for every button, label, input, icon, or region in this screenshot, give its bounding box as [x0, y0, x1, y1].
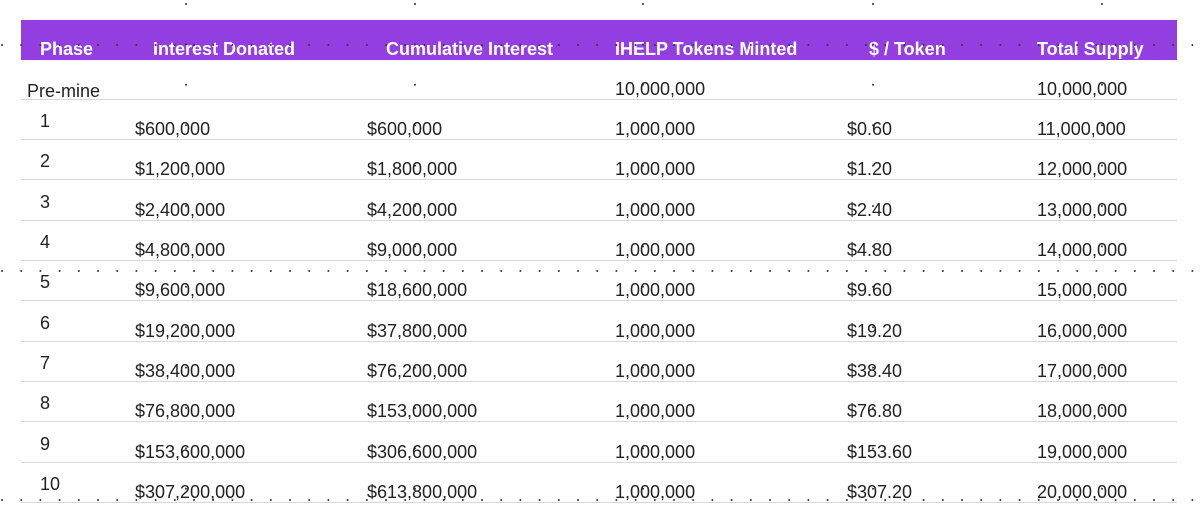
cell-interest-donated: $19,200,000 — [135, 321, 236, 341]
cell-ihelp-tokens-minted: 1,000,000 — [615, 442, 696, 462]
cell-interest-donated: $1,200,000 — [135, 159, 226, 179]
cell-phase: 5 — [40, 272, 51, 292]
horizontal-guide-dot — [1, 44, 3, 46]
cell-total-supply: 14,000,000 — [1037, 240, 1128, 260]
header-total-supply: Total Supply — [1037, 39, 1144, 59]
cell-cumulative-interest: $600,000 — [367, 119, 443, 139]
header-ihelp-tokens-minted: IHELP Tokens Minted — [615, 39, 798, 59]
cell-ihelp-tokens-minted: 1,000,000 — [615, 280, 696, 300]
cell-interest-donated: $2,400,000 — [135, 200, 226, 220]
cell-phase: 4 — [40, 232, 51, 252]
table-header: Phase Interest Donated Cumulative Intere… — [21, 20, 1177, 60]
cell-total-supply: 15,000,000 — [1037, 280, 1128, 300]
cell-total-supply: 18,000,000 — [1037, 401, 1128, 421]
cell-ihelp-tokens-minted: 1,000,000 — [615, 159, 696, 179]
horizontal-guide-dot — [1191, 499, 1194, 501]
table-row: 5 $9,600,000 $18,600,000 1,000,000 $9.60 15,0… — [21, 261, 1177, 301]
cell-phase: 6 — [40, 313, 51, 333]
cell-interest-donated: $4,800,000 — [135, 240, 226, 260]
cell-ihelp-tokens-minted: 1,000,000 — [615, 240, 696, 260]
cell-cumulative-interest: $37,800,000 — [367, 321, 468, 341]
table-row: Pre-mine 10,000,000 10,000,000 — [21, 60, 1177, 101]
cell-ihelp-tokens-minted: 1,000,000 — [615, 361, 696, 381]
cell-phase: 2 — [40, 151, 51, 171]
cell-interest-donated: $76,800,000 — [135, 401, 236, 421]
cell-phase: 10 — [40, 474, 61, 494]
table-row: 7 $38,400,000 $76,200,000 1,000,000 $38.40 17… — [21, 342, 1177, 382]
horizontal-guide-dot — [1, 499, 3, 501]
cell-total-supply: 19,000,000 — [1037, 442, 1128, 462]
table-row: 8 $76,800,000 $153,000,000 1,000,000 $76.80 1… — [21, 382, 1177, 422]
cell-phase: 8 — [40, 393, 51, 413]
cell-cumulative-interest: $613,800,000 — [367, 482, 478, 502]
header-interest-donated: Interest Donated — [153, 39, 296, 59]
cell-interest-donated: $600,000 — [135, 119, 211, 139]
vertical-guide-dot — [1101, 3, 1103, 5]
cell-ihelp-tokens-minted: 1,000,000 — [615, 482, 696, 502]
cell-phase: 1 — [40, 111, 51, 131]
cell-total-supply: 13,000,000 — [1037, 200, 1128, 220]
cell-ihelp-tokens-minted: 1,000,000 — [615, 321, 696, 341]
cell-total-supply: 12,000,000 — [1037, 159, 1128, 179]
cell-cumulative-interest: $306,600,000 — [367, 442, 478, 462]
cell-cumulative-interest: $4,200,000 — [367, 200, 458, 220]
cell-interest-donated: $9,600,000 — [135, 280, 226, 300]
cell-cumulative-interest: $153,000,000 — [367, 401, 478, 421]
cell-dollar-per-token: $1.20 — [847, 159, 893, 179]
table-row: 2 $1,200,000 $1,800,000 1,000,000 $1.20 12,00… — [21, 140, 1177, 180]
cell-dollar-per-token: $38.40 — [847, 361, 903, 381]
table-row: 1 $600,000 $600,000 1,000,000 $0.60 11,000,00… — [21, 100, 1177, 140]
token-supply-table: Phase Interest Donated Cumulative Intere… — [21, 20, 1177, 510]
cell-dollar-per-token: $9.60 — [847, 280, 893, 300]
cell-total-supply: 17,000,000 — [1037, 361, 1128, 381]
cell-dollar-per-token: $2.40 — [847, 200, 893, 220]
cell-total-supply: 20,000,000 — [1037, 482, 1128, 502]
horizontal-guide-dot — [1191, 270, 1194, 272]
table-row: 4 $4,800,000 $9,000,000 1,000,000 $4.80 14,00… — [21, 221, 1177, 261]
cell-interest-donated: $38,400,000 — [135, 361, 236, 381]
vertical-guide-dot — [642, 3, 644, 5]
cell-ihelp-tokens-minted: 10,000,000 — [615, 79, 706, 99]
vertical-guide-dot — [414, 3, 416, 5]
cell-phase: 3 — [40, 192, 51, 212]
cell-total-supply: 11,000,000 — [1037, 119, 1126, 139]
cell-interest-donated: $153,600,000 — [135, 442, 246, 462]
cell-cumulative-interest: $76,200,000 — [367, 361, 468, 381]
cell-dollar-per-token: $307.20 — [847, 482, 913, 502]
cell-ihelp-tokens-minted: 1,000,000 — [615, 119, 696, 139]
vertical-guide-dot — [872, 3, 874, 5]
cell-dollar-per-token: $4.80 — [847, 240, 893, 260]
cell-dollar-per-token: $19.20 — [847, 321, 903, 341]
cell-phase: 9 — [40, 434, 51, 454]
table-row: 3 $2,400,000 $4,200,000 1,000,000 $2.40 13,00… — [21, 181, 1177, 221]
table-row: 6 $19,200,000 $37,800,000 1,000,000 $19.20 16… — [21, 302, 1177, 342]
cell-ihelp-tokens-minted: 1,000,000 — [615, 200, 696, 220]
header-phase: Phase — [40, 39, 94, 59]
cell-cumulative-interest: $9,000,000 — [367, 240, 458, 260]
cell-interest-donated: $307,200,000 — [135, 482, 246, 502]
header-cumulative-interest: Cumulative Interest — [386, 39, 554, 59]
cell-phase: Pre-mine — [27, 81, 101, 101]
vertical-guide-dot — [185, 3, 187, 5]
cell-total-supply: 10,000,000 — [1037, 79, 1128, 99]
table-row: 9 $153,600,000 $306,600,000 1,000,000 $153.6… — [21, 423, 1177, 463]
cell-phase: 7 — [40, 353, 51, 373]
cell-cumulative-interest: $1,800,000 — [367, 159, 458, 179]
cell-dollar-per-token: $0.60 — [847, 119, 893, 139]
cell-dollar-per-token: $76.80 — [847, 401, 903, 421]
cell-dollar-per-token: $153.60 — [847, 442, 913, 462]
horizontal-guide-dot — [1191, 44, 1194, 46]
cell-total-supply: 16,000,000 — [1037, 321, 1128, 341]
cell-cumulative-interest: $18,600,000 — [367, 280, 468, 300]
horizontal-guide-dot — [1, 270, 3, 272]
table-row: 10 $307,200,000 $613,800,000 1,000,000 $307.… — [21, 463, 1177, 503]
header-dollar-per-token: $ / Token — [869, 39, 946, 59]
cell-ihelp-tokens-minted: 1,000,000 — [615, 401, 696, 421]
